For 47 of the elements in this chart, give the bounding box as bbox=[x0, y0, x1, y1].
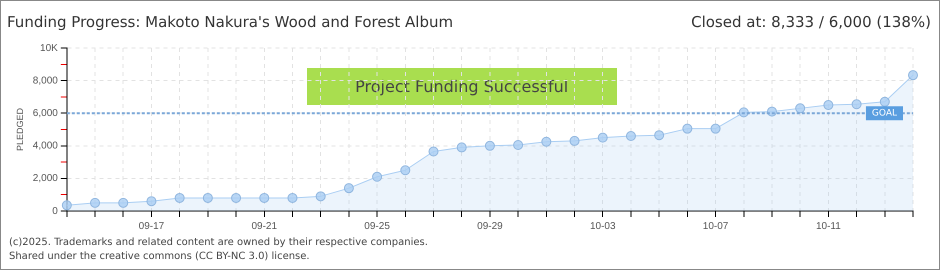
x-tick-label: 09-25 bbox=[364, 220, 390, 232]
point bbox=[823, 100, 834, 110]
point bbox=[795, 103, 806, 114]
point bbox=[513, 140, 524, 150]
point bbox=[90, 198, 100, 208]
point bbox=[259, 192, 270, 203]
x-tick-label: 10-11 bbox=[816, 220, 842, 232]
text: 2,000 bbox=[32, 173, 58, 184]
point bbox=[626, 131, 636, 142]
point bbox=[118, 198, 128, 208]
point bbox=[428, 146, 438, 157]
point bbox=[484, 140, 495, 151]
point bbox=[344, 183, 354, 194]
point bbox=[456, 142, 467, 152]
point bbox=[908, 70, 918, 80]
point bbox=[202, 192, 213, 203]
point bbox=[231, 192, 242, 203]
x-tick-label: 09-21 bbox=[251, 220, 278, 232]
point bbox=[710, 124, 721, 134]
ref-line-label: GOAL bbox=[872, 108, 898, 119]
point bbox=[174, 192, 185, 203]
chart-subtitle: Closed at: 8,333 / 6,000 (138%) bbox=[691, 13, 931, 31]
point bbox=[400, 165, 410, 176]
x-tick-label: 10-03 bbox=[590, 220, 616, 232]
y-tick-label: 0 bbox=[52, 206, 58, 217]
text: Shared under the creative commons (CC BY-NC 3.0) license. bbox=[9, 251, 310, 262]
point bbox=[372, 172, 382, 182]
x-tick-label: 09-29 bbox=[477, 220, 504, 232]
point bbox=[682, 124, 692, 134]
point bbox=[287, 192, 298, 203]
y-tick-label: 4,000 bbox=[32, 140, 58, 152]
point bbox=[852, 99, 862, 110]
point bbox=[146, 196, 156, 206]
y-axis-title: PLEDGED bbox=[14, 107, 25, 152]
point bbox=[598, 132, 608, 143]
text: (c)2025. Trademarks and related content are owned by their respective companies. bbox=[9, 237, 428, 248]
point bbox=[880, 96, 890, 107]
y-tick-label: 6,000 bbox=[32, 108, 58, 119]
y-tick-label: 8,000 bbox=[32, 75, 58, 86]
x-tick-label: 09-17 bbox=[138, 220, 165, 232]
point bbox=[541, 136, 552, 147]
y-tick-label: 10K bbox=[40, 42, 58, 54]
chart-title: Funding Progress: Makoto Nakura's Wood and Forest Album bbox=[7, 13, 454, 31]
point bbox=[316, 191, 326, 202]
point bbox=[570, 136, 580, 146]
x-tick-label: 10-07 bbox=[702, 220, 729, 232]
point bbox=[654, 130, 664, 140]
